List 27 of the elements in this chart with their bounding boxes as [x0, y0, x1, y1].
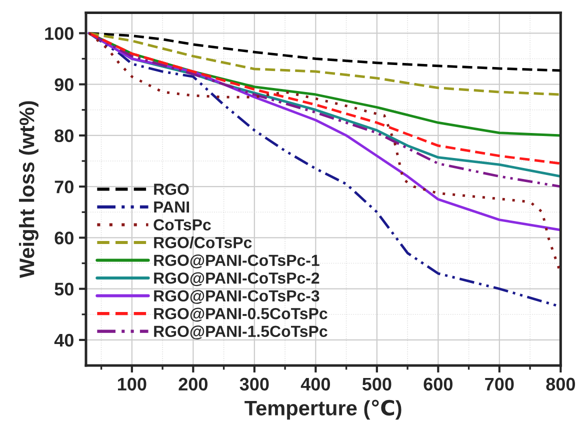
y-tick-label: 80 [54, 129, 74, 142]
legend-label: RGO@PANI-0.5CoTsPc [154, 308, 328, 322]
legend-label: PANI [154, 202, 189, 213]
legend-label: RGO@PANI-CoTsPc-3 [154, 290, 320, 304]
legend-label: RGO [154, 184, 189, 195]
y-tick-label: 40 [54, 334, 74, 347]
y-tick-label: 90 [54, 78, 74, 92]
y-axis-title: Weight loss (wt%) [18, 101, 39, 278]
x-tick-label: 300 [240, 378, 269, 391]
x-axis-title: Temperture (℃) [244, 400, 402, 420]
x-tick-label: 500 [362, 378, 392, 391]
legend-label: RGO@PANI-CoTsPc-2 [154, 272, 320, 286]
x-tick-label: 800 [546, 378, 575, 391]
y-tick-label: 100 [45, 27, 74, 40]
legend-label: CoTsPc [154, 219, 211, 230]
y-tick-label: 50 [54, 282, 74, 296]
y-tick-label: 70 [54, 180, 74, 194]
x-tick-label: 400 [300, 378, 330, 391]
x-tick-label: 600 [424, 378, 452, 391]
legend-label: RGO@PANI-1.5CoTsPc [154, 326, 328, 340]
x-tick-label: 700 [485, 378, 514, 391]
line-series [88, 32, 561, 96]
legend-label: RGO/CoTsPc [154, 236, 252, 248]
y-tick-label: 60 [54, 232, 74, 244]
x-tick-label: 100 [118, 378, 146, 391]
legend-label: RGO@PANI-CoTsPc-1 [154, 254, 320, 268]
x-tick-label: 200 [178, 378, 208, 391]
